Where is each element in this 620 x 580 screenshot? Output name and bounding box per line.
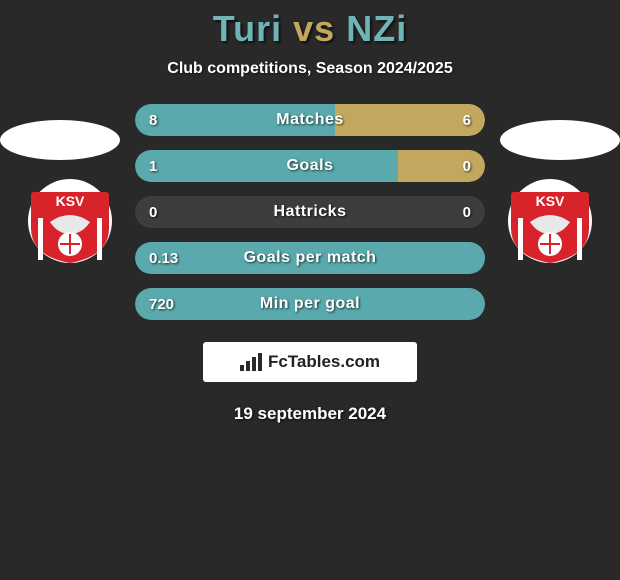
player1-avatar-placeholder bbox=[0, 120, 120, 160]
stat-row: 0.13Goals per match bbox=[135, 242, 485, 274]
stat-value-right: 6 bbox=[463, 104, 471, 136]
stat-label: Goals per match bbox=[135, 242, 485, 274]
watermark: FcTables.com bbox=[203, 342, 417, 382]
player2-club-logo: KSV bbox=[500, 178, 600, 264]
stat-row: 720Min per goal bbox=[135, 288, 485, 320]
player1-name: Turi bbox=[213, 8, 282, 49]
subtitle: Club competitions, Season 2024/2025 bbox=[0, 60, 620, 78]
player2-name: NZi bbox=[346, 8, 407, 49]
vs-label: vs bbox=[293, 8, 335, 49]
stat-label: Goals bbox=[135, 150, 485, 182]
watermark-text: FcTables.com bbox=[268, 352, 380, 372]
club-code: KSV bbox=[536, 193, 565, 209]
stat-value-right: 0 bbox=[463, 150, 471, 182]
stat-row: 8Matches6 bbox=[135, 104, 485, 136]
stat-label: Hattricks bbox=[135, 196, 485, 228]
date-label: 19 september 2024 bbox=[0, 404, 620, 424]
stat-row: 1Goals0 bbox=[135, 150, 485, 182]
club-shield-icon: KSV bbox=[500, 178, 600, 264]
bar-chart-icon bbox=[240, 353, 262, 371]
stat-label: Min per goal bbox=[135, 288, 485, 320]
stat-value-right: 0 bbox=[463, 196, 471, 228]
page-title: Turi vs NZi bbox=[0, 0, 620, 50]
player2-avatar-placeholder bbox=[500, 120, 620, 160]
club-shield-icon: KSV bbox=[20, 178, 120, 264]
stat-label: Matches bbox=[135, 104, 485, 136]
stat-row: 0Hattricks0 bbox=[135, 196, 485, 228]
stats-container: 8Matches61Goals00Hattricks00.13Goals per… bbox=[135, 104, 485, 320]
player1-club-logo: KSV bbox=[20, 178, 120, 264]
club-code: KSV bbox=[56, 193, 85, 209]
